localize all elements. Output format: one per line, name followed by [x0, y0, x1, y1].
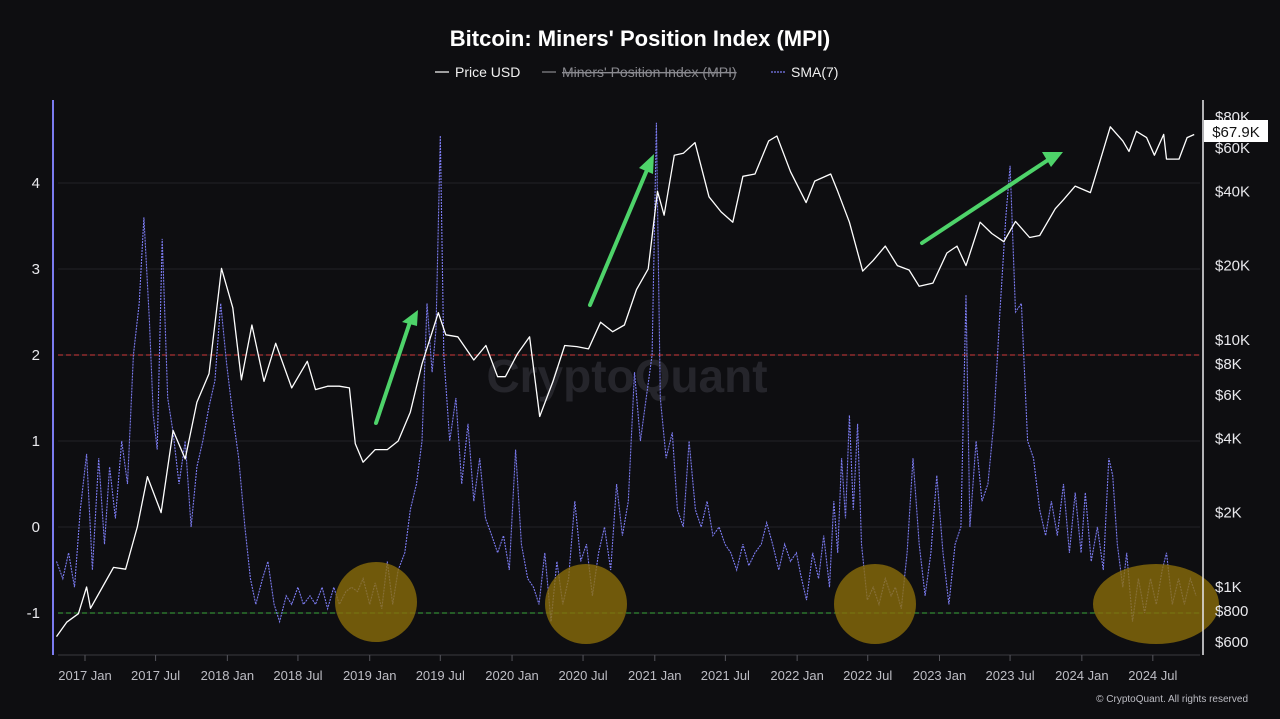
left-tick-label: 2	[32, 347, 40, 364]
green-arrow	[374, 310, 418, 425]
legend: Price USD Miners' Position Index (MPI) SMA…	[435, 64, 838, 80]
x-tick-label: 2022 Jul	[843, 668, 892, 683]
legend-item[interactable]: Miners' Position Index (MPI)	[542, 64, 737, 80]
x-tick-label: 2021 Jul	[701, 668, 750, 683]
last-price-badge: $67.9K	[1204, 120, 1268, 142]
green-arrow	[588, 154, 654, 307]
right-tick-label: $60K	[1215, 140, 1250, 157]
reference-lines	[58, 354, 1200, 614]
grid	[58, 182, 1200, 614]
right-tick-label: $4K	[1215, 430, 1242, 447]
left-tick-label: 1	[32, 433, 40, 450]
right-tick-label: $8K	[1215, 356, 1242, 373]
right-tick-label: $2K	[1215, 505, 1242, 522]
legend-label: Miners' Position Index (MPI)	[562, 64, 737, 80]
legend-label: SMA(7)	[791, 64, 838, 80]
left-tick-label: 4	[32, 175, 40, 192]
left-tick-label: -1	[27, 605, 40, 622]
right-tick-label: $40K	[1215, 183, 1250, 200]
legend-item[interactable]: SMA(7)	[771, 64, 838, 80]
footer-copyright: © CryptoQuant. All rights reserved	[1096, 694, 1248, 705]
left-tick-label: 0	[32, 519, 40, 536]
x-tick-label: 2020 Jan	[485, 668, 539, 683]
x-tick-label: 2020 Jul	[558, 668, 607, 683]
legend-label: Price USD	[455, 64, 520, 80]
left-tick-label: 3	[32, 261, 40, 278]
right-tick-label: $600	[1215, 634, 1248, 651]
highlight-ellipse	[834, 564, 916, 644]
x-tick-label: 2018 Jan	[201, 668, 255, 683]
x-tick-label: 2017 Jan	[58, 668, 112, 683]
chart-title: Bitcoin: Miners' Position Index (MPI)	[450, 26, 830, 51]
legend-item[interactable]: Price USD	[435, 64, 520, 80]
green-arrow	[920, 152, 1063, 245]
x-tick-label: 2021 Jan	[628, 668, 682, 683]
annotations	[335, 152, 1219, 644]
highlight-ellipse	[545, 564, 627, 644]
price-line	[55, 126, 1195, 637]
watermark: CryptoQuant	[486, 350, 767, 402]
x-tick-label: 2024 Jul	[1128, 668, 1177, 683]
x-tick-label: 2018 Jul	[273, 668, 322, 683]
right-tick-label: $800	[1215, 603, 1248, 620]
right-tick-label: $1K	[1215, 579, 1242, 596]
axes: -1 0 1 2 3 4 $600 $800 $1K $2K $4K $6K $8K $10K $20K $4…	[27, 100, 1250, 683]
x-tick-label: 2023 Jan	[913, 668, 967, 683]
x-tick-label: 2023 Jul	[986, 668, 1035, 683]
x-tick-label: 2022 Jan	[770, 668, 824, 683]
highlight-ellipse	[335, 562, 417, 642]
highlight-ellipse	[1093, 564, 1219, 644]
series	[55, 122, 1197, 637]
right-tick-label: $6K	[1215, 387, 1242, 404]
x-tick-label: 2024 Jan	[1055, 668, 1109, 683]
x-tick-label: 2019 Jul	[416, 668, 465, 683]
right-tick-label: $20K	[1215, 258, 1250, 275]
right-tick-label: $10K	[1215, 332, 1250, 349]
x-tick-label: 2017 Jul	[131, 668, 180, 683]
last-price-label: $67.9K	[1212, 124, 1260, 141]
sma7-line	[55, 122, 1197, 624]
x-tick-label: 2019 Jan	[343, 668, 397, 683]
